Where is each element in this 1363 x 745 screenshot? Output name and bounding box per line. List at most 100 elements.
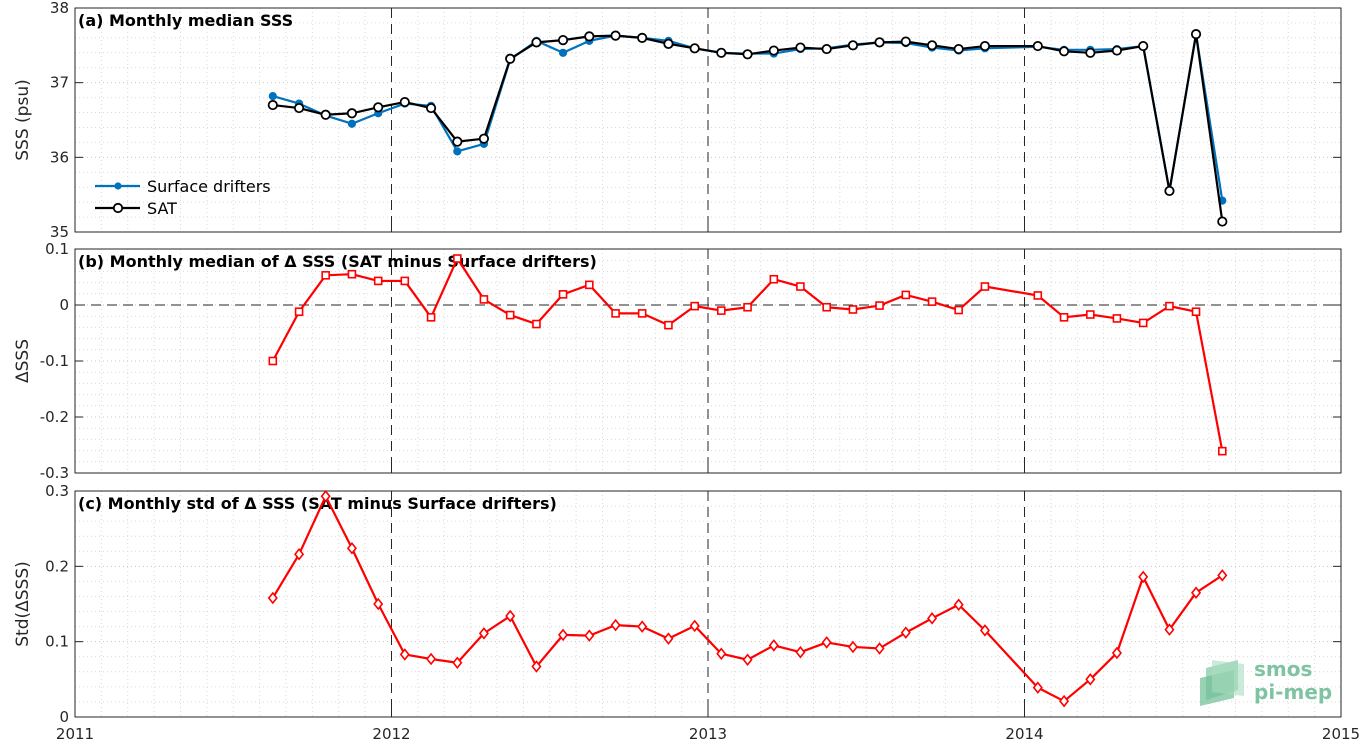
panel-c-point bbox=[373, 597, 384, 611]
panel-a-point bbox=[926, 40, 938, 51]
panel-a-point bbox=[742, 49, 753, 60]
panel-a-point bbox=[1217, 216, 1228, 227]
xtick-label: 2011 bbox=[56, 725, 94, 743]
xtick-label: 2012 bbox=[372, 725, 410, 743]
panel-a-point bbox=[900, 36, 911, 47]
panel-c-point bbox=[452, 656, 463, 670]
panel-c-point bbox=[689, 619, 700, 633]
panel-c-ylabel: Std(ΔSSS) bbox=[13, 561, 33, 647]
smos-pi-mep-logo: smos pi-mep bbox=[1200, 657, 1332, 706]
panel-c-point bbox=[1191, 586, 1202, 599]
panel-b-point bbox=[1218, 446, 1227, 456]
panel-b-point bbox=[875, 301, 884, 310]
panel-a-ytick-label: 36 bbox=[50, 148, 69, 166]
panel-a-ytick-label: 38 bbox=[50, 0, 69, 17]
panel-c-point bbox=[1111, 646, 1122, 660]
panel-a-point bbox=[821, 43, 832, 55]
panel-b-point bbox=[1059, 313, 1069, 322]
panel-c-point bbox=[478, 627, 489, 640]
panel-a-point bbox=[1058, 46, 1070, 57]
panel-a-point bbox=[1085, 47, 1096, 58]
panel-a-point bbox=[505, 53, 516, 64]
panel-a-point bbox=[452, 136, 463, 147]
panel-a-title: (a) Monthly median SSS bbox=[78, 11, 293, 30]
panel-b-point bbox=[294, 307, 304, 317]
panel-b-point bbox=[690, 301, 700, 311]
panel-b-point bbox=[611, 309, 620, 318]
panel-b-point bbox=[268, 356, 278, 366]
panel-c-ytick-label: 0.2 bbox=[45, 557, 69, 575]
panel-b-point bbox=[347, 269, 357, 279]
panel-a-point bbox=[716, 47, 727, 58]
panel-c-series-delta bbox=[267, 489, 1228, 708]
panel-c-point bbox=[900, 626, 911, 639]
panel-a-point bbox=[268, 92, 277, 101]
panel-b-point bbox=[769, 274, 779, 284]
legend-marker bbox=[112, 202, 124, 214]
panel-a-point bbox=[453, 147, 462, 156]
panel-b-ytick-label: 0 bbox=[59, 296, 69, 314]
panel-b-point bbox=[954, 305, 963, 315]
panel-c-point bbox=[320, 489, 331, 503]
legend: Surface drifters SAT bbox=[95, 177, 271, 218]
panel-b-point bbox=[1165, 301, 1174, 311]
panel-b-point bbox=[453, 254, 462, 263]
panel-a-point bbox=[847, 40, 859, 51]
panel-a-point bbox=[1190, 29, 1202, 40]
panel-b-ytick-label: -0.2 bbox=[40, 408, 69, 426]
panel-b-point bbox=[558, 290, 568, 299]
panel-a-point bbox=[953, 43, 964, 55]
panel-c-point bbox=[821, 636, 832, 649]
panel-c-point bbox=[1059, 694, 1070, 708]
legend-label: Surface drifters bbox=[147, 177, 271, 196]
panel-b-point bbox=[1112, 314, 1122, 323]
panel-b-point bbox=[716, 306, 726, 315]
panel-a-point bbox=[874, 37, 885, 48]
panel-c-point bbox=[610, 618, 621, 632]
panel-c-ytick-label: 0 bbox=[59, 708, 69, 726]
panel-a-point bbox=[795, 42, 806, 53]
panel-a-point bbox=[1032, 40, 1043, 52]
panel-a-point bbox=[293, 102, 305, 114]
panel-b-point bbox=[822, 302, 831, 312]
panel-a-point bbox=[346, 108, 358, 119]
panel-c-point bbox=[1138, 570, 1149, 584]
panel-b-point bbox=[585, 280, 594, 290]
panel-b-point bbox=[664, 320, 673, 330]
panel-a-point bbox=[979, 40, 991, 52]
panel-c-point bbox=[399, 648, 410, 661]
panel-a-point bbox=[373, 102, 384, 113]
panel-a-point bbox=[531, 37, 542, 48]
xtick-label: 2015 bbox=[1322, 725, 1360, 743]
panel-b-point bbox=[1086, 310, 1095, 319]
panel-b-ytick-label: 0.1 bbox=[45, 240, 69, 258]
panel-c-point bbox=[637, 620, 648, 633]
panel-c-point bbox=[531, 660, 542, 673]
xtick-label: 2013 bbox=[689, 725, 727, 743]
logo-line1: smos bbox=[1254, 657, 1312, 681]
panel-b-point bbox=[980, 282, 990, 291]
panel-b-point bbox=[505, 310, 515, 320]
panel-a-sss: 35 36 37 38 SSS (psu) (a) Monthly median SSS S… bbox=[13, 0, 1342, 241]
panel-c-point bbox=[716, 647, 727, 661]
panel-b-point bbox=[1191, 307, 1201, 317]
panel-c-point bbox=[1032, 681, 1043, 694]
panel-b-point bbox=[1033, 291, 1043, 300]
panel-b-point bbox=[373, 276, 383, 286]
panel-a-point bbox=[320, 109, 331, 120]
panel-c-point bbox=[294, 547, 305, 561]
panel-c-title: (c) Monthly std of Δ SSS (SAT minus Surf… bbox=[78, 494, 557, 513]
panel-c-point bbox=[1085, 673, 1096, 686]
panel-a-point bbox=[267, 99, 278, 111]
legend-label: SAT bbox=[147, 199, 177, 218]
panel-c-point bbox=[795, 645, 806, 659]
xtick-label: 2014 bbox=[1005, 725, 1043, 743]
panel-b-title: (b) Monthly median of Δ SSS (SAT minus S… bbox=[78, 252, 597, 271]
panel-b-ylabel: ΔSSS bbox=[13, 339, 33, 383]
panel-c-point bbox=[1164, 623, 1175, 636]
panel-c-point bbox=[768, 639, 779, 652]
panel-b-delta-sss: -0.3 -0.2 -0.1 0 0.1 ΔSSS (b) Monthly median o… bbox=[13, 240, 1342, 482]
legend-marker bbox=[114, 182, 122, 190]
panel-b-point bbox=[532, 319, 541, 329]
panel-b-point bbox=[321, 271, 330, 280]
